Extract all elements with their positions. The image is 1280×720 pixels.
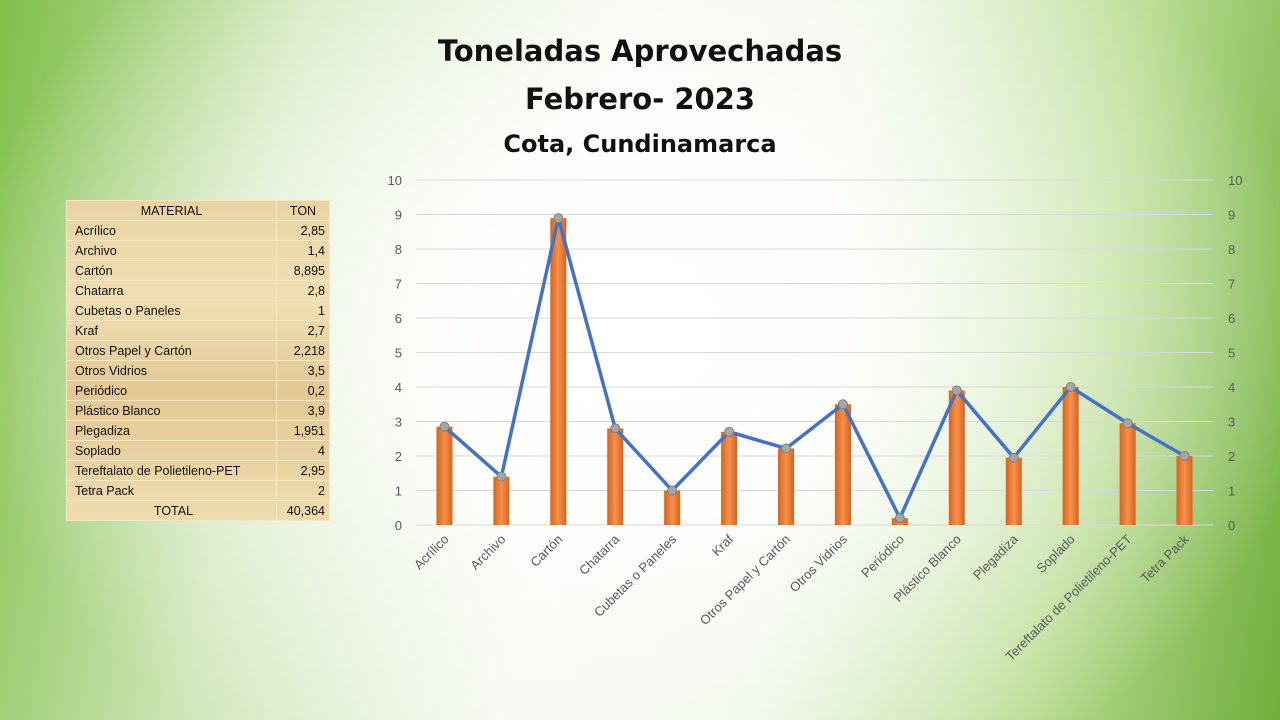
y2-tick-label: 2 — [1228, 449, 1235, 464]
gridlines — [416, 179, 1213, 526]
line-point — [837, 399, 848, 410]
bar — [1119, 423, 1136, 525]
y-tick-label: 4 — [395, 380, 402, 395]
line-point — [610, 423, 621, 434]
y-tick-label: 7 — [395, 277, 402, 292]
y-tick-label: 3 — [395, 415, 402, 430]
chart-subtitle-location: Cota, Cundinamarca — [503, 130, 777, 158]
x-tick-label: Chatarra — [576, 531, 623, 578]
y2-tick-label: 9 — [1228, 208, 1235, 223]
y-tick-label: 1 — [395, 484, 402, 499]
ton-cell: 1,4 — [276, 240, 330, 261]
y-tick-label: 5 — [395, 346, 402, 361]
y2-tick-label: 1 — [1228, 484, 1235, 499]
bar — [1005, 457, 1022, 525]
table-row: Chatarra 2,8 — [66, 280, 330, 301]
line-point — [1065, 382, 1076, 392]
bar-series — [436, 218, 1193, 525]
y2-tick-label: 3 — [1228, 415, 1235, 430]
ton-cell: 2,218 — [276, 340, 330, 361]
chart-title: Toneladas Aprovechadas — [437, 34, 843, 68]
y-tick-label: 6 — [395, 311, 402, 326]
x-tick-label: Soplado — [1033, 532, 1077, 576]
table-total-row: TOTAL 40,364 — [66, 500, 330, 521]
series-line — [443, 216, 1186, 520]
bar — [834, 404, 851, 525]
ton-cell: 1,951 — [276, 420, 330, 441]
line-series — [439, 213, 1190, 524]
table-row: Otros Vidrios 3,5 — [66, 360, 330, 381]
bar — [1062, 387, 1079, 525]
material-cell: Plástico Blanco — [66, 400, 277, 421]
ton-cell: 2,95 — [276, 460, 330, 481]
table-row: Archivo 1,4 — [66, 240, 330, 261]
line-point — [894, 513, 905, 524]
bar — [948, 390, 965, 525]
line-point — [781, 443, 792, 454]
total-value: 40,364 — [276, 500, 330, 521]
ton-cell: 2 — [276, 480, 330, 501]
chart-subtitle-date: Febrero- 2023 — [524, 82, 756, 116]
material-cell: Kraf — [66, 320, 277, 341]
x-tick-label: Kraf — [709, 531, 737, 559]
line-point — [1008, 452, 1019, 463]
table-row: Acrílico 2,85 — [66, 220, 330, 241]
line-point — [496, 471, 507, 482]
y2-tick-label: 5 — [1228, 346, 1235, 361]
y2-tick-label: 7 — [1228, 277, 1235, 292]
y2-tick-label: 0 — [1228, 518, 1235, 533]
bar — [493, 476, 510, 525]
bar — [1176, 456, 1193, 525]
bar — [778, 448, 795, 525]
table-row: Kraf 2,7 — [66, 320, 330, 341]
x-tick-label: Tetra Pack — [1138, 531, 1192, 585]
material-cell: Plegadiza — [66, 420, 277, 441]
ton-cell: 2,8 — [276, 280, 330, 301]
bar — [550, 218, 567, 525]
y-tick-label: 9 — [395, 208, 402, 223]
materials-table: MATERIAL TON Acrílico 2,85 Archivo 1,4 Car… — [66, 200, 330, 521]
table-row: Plegadiza 1,951 — [66, 420, 330, 441]
x-tick-label: Periódico — [858, 532, 907, 581]
bar — [436, 426, 453, 525]
line-point — [439, 421, 450, 432]
line-point — [553, 213, 564, 224]
y-tick-label: 8 — [395, 242, 402, 257]
material-cell: Chatarra — [66, 280, 277, 301]
y-axis-left: 0 1 2 3 4 5 6 7 8 9 10 — [388, 173, 402, 533]
y-tick-label: 10 — [388, 173, 402, 188]
x-tick-label: Archivo — [467, 532, 508, 573]
y-tick-label: 0 — [395, 518, 402, 533]
ton-cell: 8,895 — [276, 260, 330, 281]
y2-tick-label: 10 — [1228, 173, 1242, 188]
line-point — [951, 385, 962, 396]
x-tick-label: Plegadiza — [970, 531, 1022, 583]
line-point — [1179, 451, 1190, 461]
line-point — [667, 485, 678, 496]
bar — [664, 490, 681, 525]
y-axis-right: 0 1 2 3 4 5 6 7 8 9 10 — [1228, 173, 1242, 533]
y2-tick-label: 4 — [1228, 380, 1235, 395]
y2-tick-label: 8 — [1228, 242, 1235, 257]
x-tick-label: Otros Vidrios — [787, 531, 851, 595]
x-tick-label: Tereftalato de Polietileno-PET — [1003, 531, 1135, 663]
bar — [607, 428, 624, 525]
y2-tick-label: 6 — [1228, 311, 1235, 326]
x-tick-label: Acrílico — [411, 532, 452, 573]
y-tick-label: 2 — [395, 449, 402, 464]
bar — [721, 431, 738, 525]
x-tick-label: Cartón — [527, 532, 565, 570]
line-point — [1122, 418, 1133, 429]
line-point — [724, 426, 735, 437]
